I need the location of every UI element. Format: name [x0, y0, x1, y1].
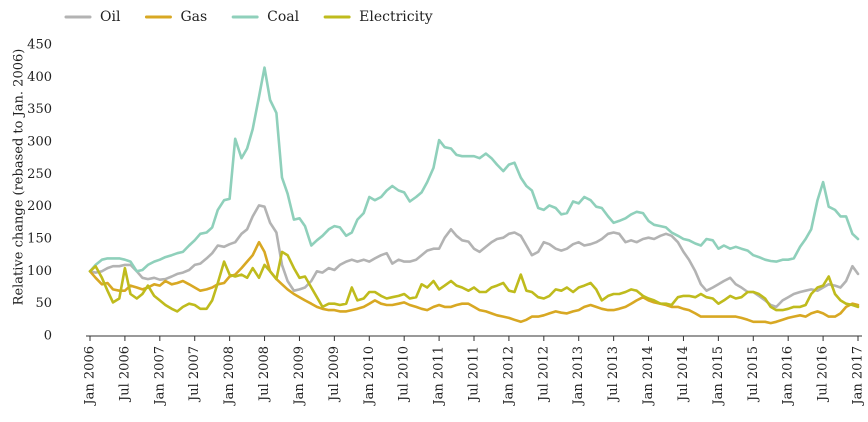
x-tick-label: Jul 2006 — [117, 346, 132, 403]
legend-label-gas: Gas — [180, 9, 207, 25]
x-tick-label: Jan 2011 — [432, 346, 447, 407]
x-tick-label: Jul 2008 — [257, 346, 272, 403]
x-tick-label: Jul 2016 — [816, 346, 831, 403]
x-tick-label: Jan 2007 — [152, 346, 167, 407]
x-tick-label: Jan 2015 — [711, 346, 726, 407]
y-tick-label: 50 — [35, 296, 52, 311]
series-line-electricity — [88, 250, 860, 313]
x-tick-label: Jul 2015 — [746, 346, 761, 403]
legend: Oil Gas Coal Electricity — [64, 9, 433, 25]
series-lines — [88, 66, 860, 325]
x-tick-label: Jan 2008 — [222, 346, 237, 407]
x-tick-label: Jan 2017 — [851, 346, 866, 407]
x-axis: Jan 2006 Jul 2006 Jan 2007 Jul 2007 Jan 2008… — [83, 335, 866, 407]
y-tick-label: 300 — [27, 135, 52, 150]
legend-label-oil: Oil — [100, 9, 121, 25]
x-tick-label: Jan 2012 — [501, 346, 516, 407]
x-tick-label: Jan 2010 — [362, 346, 377, 407]
y-tick-label: 150 — [27, 232, 52, 247]
series-line-gas — [88, 240, 860, 325]
x-tick-label: Jul 2013 — [606, 346, 621, 403]
x-tick-label: Jan 2009 — [292, 346, 307, 407]
x-tick-label: Jul 2012 — [536, 346, 551, 403]
y-tick-label: 200 — [27, 199, 52, 214]
x-tick-label: Jan 2013 — [571, 346, 586, 407]
x-tick-label: Jan 2014 — [641, 346, 656, 407]
series-line-oil — [88, 204, 860, 309]
legend-label-electricity: Electricity — [359, 9, 433, 25]
x-tick-label: Jan 2006 — [83, 346, 98, 407]
series-line-coal — [88, 66, 860, 273]
legend-label-coal: Coal — [267, 9, 299, 25]
x-tick-label: Jan 2016 — [781, 346, 796, 407]
x-tick-label: Jul 2014 — [676, 346, 691, 403]
y-tick-label: 450 — [27, 38, 52, 53]
x-tick-label: Jul 2009 — [327, 346, 342, 403]
x-tick-label: Jul 2010 — [397, 346, 412, 403]
y-tick-label: 0 — [44, 329, 52, 344]
y-axis-title: Relative change (rebased to Jan. 2006) — [12, 49, 27, 306]
y-tick-label: 250 — [27, 167, 52, 182]
y-tick-label: 350 — [27, 102, 52, 117]
x-tick-label: Jul 2007 — [187, 346, 202, 403]
y-tick-label: 400 — [27, 70, 52, 85]
y-tick-label: 100 — [27, 264, 52, 279]
y-axis: 0 50 100 150 200 250 300 350 400 450 — [27, 38, 52, 344]
x-tick-label: Jul 2011 — [467, 346, 482, 403]
